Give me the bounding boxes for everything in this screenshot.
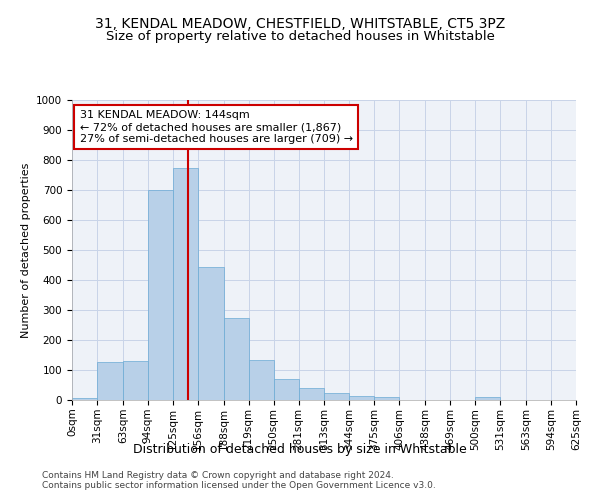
Bar xyxy=(97,362,123,400)
Bar xyxy=(349,396,374,400)
Text: Distribution of detached houses by size in Whitstable: Distribution of detached houses by size … xyxy=(133,442,467,456)
Text: Contains HM Land Registry data © Crown copyright and database right 2024.: Contains HM Land Registry data © Crown c… xyxy=(42,471,394,480)
Bar xyxy=(224,318,248,400)
Text: Contains public sector information licensed under the Open Government Licence v3: Contains public sector information licen… xyxy=(42,481,436,490)
Bar xyxy=(72,398,97,400)
Text: 31, KENDAL MEADOW, CHESTFIELD, WHITSTABLE, CT5 3PZ: 31, KENDAL MEADOW, CHESTFIELD, WHITSTABL… xyxy=(95,18,505,32)
Bar xyxy=(123,361,148,400)
Bar xyxy=(248,360,274,400)
Bar xyxy=(274,379,299,400)
Bar xyxy=(148,190,173,400)
Bar xyxy=(299,388,325,400)
Text: Size of property relative to detached houses in Whitstable: Size of property relative to detached ho… xyxy=(106,30,494,43)
Bar xyxy=(325,392,349,400)
Bar xyxy=(374,397,400,400)
Bar xyxy=(475,397,500,400)
Y-axis label: Number of detached properties: Number of detached properties xyxy=(20,162,31,338)
Text: 31 KENDAL MEADOW: 144sqm
← 72% of detached houses are smaller (1,867)
27% of sem: 31 KENDAL MEADOW: 144sqm ← 72% of detach… xyxy=(80,110,353,144)
Bar xyxy=(173,168,198,400)
Bar xyxy=(198,267,224,400)
